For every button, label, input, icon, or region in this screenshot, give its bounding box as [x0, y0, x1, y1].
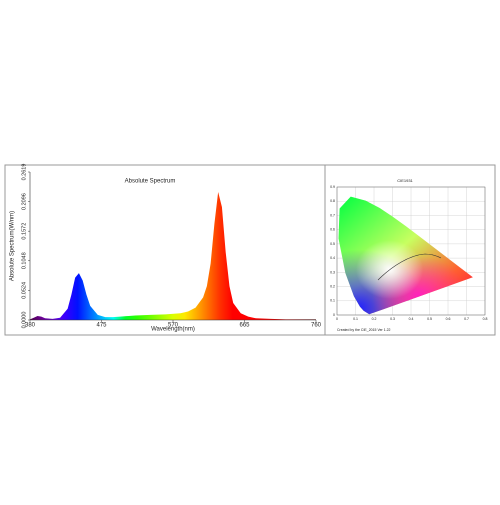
x-tick-label: 0.3: [390, 317, 395, 321]
x-tick-label: 0.2: [372, 317, 377, 321]
y-tick-label: 0.0000: [21, 312, 27, 329]
white-region: [338, 196, 473, 315]
y-tick-label: 0.1048: [21, 252, 27, 269]
x-tick-label: 665: [239, 323, 250, 329]
y-tick-label: 0.2: [330, 284, 335, 288]
y-tick-label: 0.1: [330, 299, 335, 303]
plot-border: [336, 186, 486, 316]
y-tick-label: 0.1572: [21, 223, 27, 240]
y-tick-label: 0.3: [330, 270, 335, 274]
y-tick-label: 0.7: [330, 213, 335, 217]
y-axis-label: Absolute Spectrum(W/nm): [10, 211, 16, 281]
x-tick-label: 760: [311, 323, 322, 329]
x-tick-label: 380: [25, 323, 36, 329]
y-tick-label: 0.0524: [21, 282, 27, 299]
x-tick-label: 570: [168, 323, 179, 329]
y-tick-label: 0.2619: [21, 164, 27, 181]
y-tick-label: 0.4: [330, 256, 335, 260]
x-tick-label: 0.5: [427, 317, 432, 321]
y-tick-label: 0.2096: [21, 193, 27, 210]
cie-footer: Created by the CIE_2015 Ver 1.22: [337, 328, 391, 332]
y-tick-label: 0.9: [330, 185, 335, 189]
x-tick-label: 0.7: [464, 317, 469, 321]
x-tick-label: 0.8: [483, 317, 488, 321]
cie-title: CIE1931: [397, 178, 413, 183]
x-tick-label: 475: [96, 323, 107, 329]
x-tick-label: 0.6: [446, 317, 451, 321]
y-tick-label: 0.6: [330, 228, 335, 232]
y-tick-label: 0: [333, 313, 335, 317]
x-axis-label: Wavelength(nm): [151, 327, 195, 333]
y-tick-label: 0.8: [330, 199, 335, 203]
y-tick-label: 0.5: [330, 242, 335, 246]
chart-title: Absolute Spectrum: [125, 179, 176, 185]
planckian-locus: [377, 253, 442, 281]
x-tick-label: 0.1: [353, 317, 358, 321]
cie-diagram: [338, 196, 473, 315]
x-tick-label: 0: [336, 317, 338, 321]
x-tick-label: 0.4: [409, 317, 414, 321]
